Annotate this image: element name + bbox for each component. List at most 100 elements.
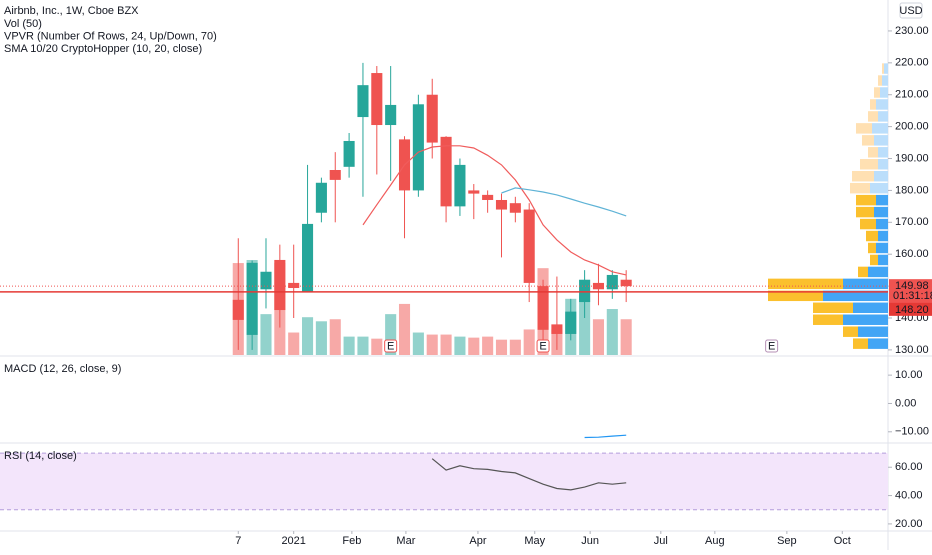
y-tick-label: −10.00 [895, 426, 929, 438]
indicator-label: VPVR (Number Of Rows, 24, Up/Down, 70) [4, 30, 217, 42]
volume-bar [412, 332, 424, 355]
vpvr-down [866, 230, 878, 242]
candle-body [482, 194, 494, 200]
vpvr-down [862, 135, 874, 146]
candle-body [302, 223, 314, 292]
vpvr-down [870, 99, 876, 110]
volume-bar [260, 314, 272, 355]
price-line-label: 148.20 [895, 304, 929, 316]
volume-bar [523, 329, 535, 355]
volume-bar [357, 336, 369, 355]
candle-body [620, 279, 632, 287]
sma-line [501, 187, 627, 217]
vpvr-down [768, 290, 823, 302]
candle-body [232, 299, 244, 320]
vpvr-up [878, 159, 888, 170]
y-tick-label: 60.00 [895, 461, 923, 473]
vpvr-down [882, 63, 884, 74]
vpvr-down [874, 87, 880, 98]
candle-body [537, 286, 549, 330]
vpvr-down [858, 266, 868, 278]
vpvr-down [860, 218, 876, 230]
candle-body [274, 259, 286, 311]
candle-body [606, 274, 618, 290]
candle-body [565, 311, 577, 334]
vpvr-down [850, 182, 870, 194]
volume-bar [620, 319, 632, 355]
y-tick-label: 40.00 [895, 489, 923, 501]
vpvr-up [868, 338, 888, 349]
candle-body [315, 182, 327, 213]
vpvr-down [856, 194, 876, 206]
vpvr-down [868, 147, 878, 158]
vpvr-up [872, 123, 888, 134]
vpvr-down [856, 123, 872, 134]
pane-title: MACD (12, 26, close, 9) [4, 363, 121, 375]
volume-bar [371, 338, 383, 355]
vpvr-up [858, 326, 888, 337]
vpvr-up [876, 242, 888, 254]
x-tick-label: Jun [581, 535, 599, 547]
volume-bar [385, 314, 397, 355]
pane-title: RSI (14, close) [4, 450, 77, 462]
vpvr-up [884, 63, 888, 74]
vpvr-down [870, 254, 878, 266]
y-tick-label: 230.00 [895, 25, 929, 37]
vpvr-down [768, 278, 843, 290]
vpvr-up [882, 75, 888, 86]
vpvr-up [853, 302, 888, 314]
earnings-label: E [768, 340, 775, 352]
vpvr-down [860, 159, 878, 170]
candle-body [385, 104, 397, 126]
vpvr-up [874, 170, 888, 182]
y-tick-label: 210.00 [895, 89, 929, 101]
vpvr-up [878, 147, 888, 158]
vpvr-up [870, 182, 888, 194]
price-label-box [889, 279, 932, 304]
vpvr-down [813, 302, 853, 314]
volume-bar [315, 321, 327, 355]
candle-body [357, 85, 369, 118]
candle-body [579, 279, 591, 303]
volume-bar [606, 309, 618, 355]
vpvr-up [876, 99, 888, 110]
candle-body [523, 209, 535, 283]
vpvr-up [868, 266, 888, 278]
volume-bar [509, 339, 521, 355]
candle-body [246, 262, 258, 335]
candle-body [426, 94, 438, 143]
volume-bar [329, 319, 341, 355]
x-tick-label: Jul [654, 535, 668, 547]
currency-label: USD [899, 5, 922, 17]
volume-bar [426, 334, 438, 355]
sma-line [362, 145, 627, 276]
currency-box [899, 2, 923, 19]
macd-line [584, 434, 627, 439]
y-tick-label: 20.00 [895, 518, 923, 530]
volume-bar [343, 336, 355, 355]
volume-bar [454, 336, 466, 355]
earnings-marker [765, 339, 779, 353]
x-tick-label: Sep [777, 535, 797, 547]
candle-body [329, 170, 341, 180]
vpvr-down [878, 75, 882, 86]
vpvr-down [852, 170, 874, 182]
vpvr-up [876, 218, 888, 230]
indicator-label: SMA 10/20 CryptoHopper (10, 20, close) [4, 43, 202, 55]
y-tick-label: 220.00 [895, 57, 929, 69]
vpvr-up [878, 254, 888, 266]
volume-bar [495, 339, 508, 355]
vpvr-down [843, 326, 858, 337]
volume-bar [302, 317, 314, 355]
y-tick-label: 170.00 [895, 216, 929, 228]
volume-bar [468, 337, 480, 355]
vpvr-up [878, 230, 888, 242]
earnings-marker [536, 339, 550, 353]
candle-body [260, 271, 272, 290]
candle-body [592, 282, 605, 290]
x-tick-label: May [524, 535, 545, 547]
volume-bar [288, 332, 300, 355]
y-tick-label: 180.00 [895, 184, 929, 196]
candle-body [288, 282, 300, 289]
